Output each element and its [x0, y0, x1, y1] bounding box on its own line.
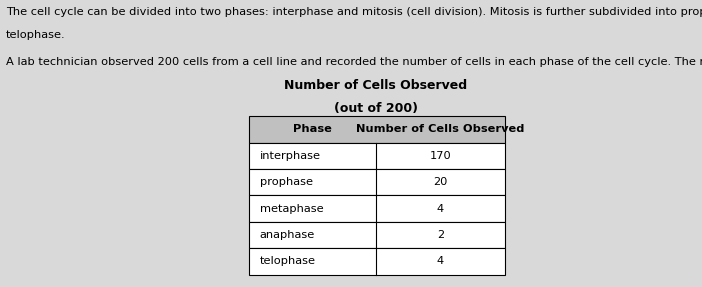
Bar: [249, 222, 505, 248]
Text: (out of 200): (out of 200): [333, 102, 418, 115]
Text: interphase: interphase: [260, 151, 321, 161]
Text: telophase.: telophase.: [6, 30, 65, 40]
Text: Number of Cells Observed: Number of Cells Observed: [284, 79, 467, 92]
Text: A lab technician observed 200 cells from a cell line and recorded the number of : A lab technician observed 200 cells from…: [6, 57, 702, 67]
Text: anaphase: anaphase: [260, 230, 315, 240]
Text: Number of Cells Observed: Number of Cells Observed: [357, 125, 524, 134]
Text: telophase: telophase: [260, 257, 316, 266]
Text: The cell cycle can be divided into two phases: interphase and mitosis (cell divi: The cell cycle can be divided into two p…: [6, 7, 702, 17]
Text: 2: 2: [437, 230, 444, 240]
Text: Phase: Phase: [293, 125, 332, 134]
Text: 20: 20: [433, 177, 448, 187]
Bar: [249, 248, 505, 275]
Bar: [249, 143, 505, 169]
Bar: [249, 116, 505, 143]
Text: metaphase: metaphase: [260, 204, 324, 214]
Text: 4: 4: [437, 257, 444, 266]
Text: prophase: prophase: [260, 177, 312, 187]
Bar: [249, 195, 505, 222]
Bar: [249, 169, 505, 195]
Text: 4: 4: [437, 204, 444, 214]
Text: 170: 170: [430, 151, 451, 161]
